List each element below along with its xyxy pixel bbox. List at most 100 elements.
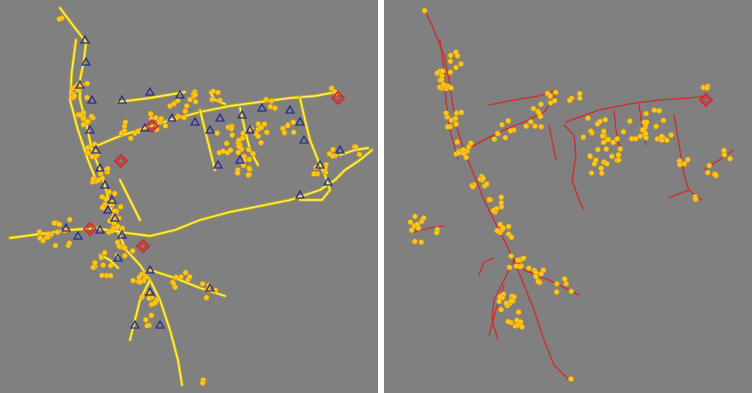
consumer-node (210, 88, 216, 95)
triangle-marker (102, 204, 114, 214)
pipe-line-red (423, 7, 570, 381)
consumer-node (122, 119, 129, 126)
consumer-node (182, 269, 189, 276)
pipe-line-red (613, 109, 621, 151)
consumer-node (452, 115, 459, 122)
triangle-marker (84, 124, 96, 134)
diamond-marker (698, 92, 714, 108)
consumer-node (587, 128, 594, 134)
consumer-node (533, 273, 539, 280)
consumer-node (513, 263, 520, 269)
map-background (384, 0, 752, 393)
consumer-node (587, 153, 593, 159)
consumer-node (433, 229, 440, 236)
diamond-marker-inner (148, 122, 156, 130)
consumer-node (192, 91, 199, 98)
consumer-node (632, 135, 639, 142)
consumer-node (84, 144, 91, 151)
triangle-marker (284, 104, 296, 114)
consumer-node (440, 81, 447, 88)
pipe-line-inner (199, 109, 216, 171)
consumer-node (643, 134, 649, 141)
consumer-node (84, 94, 90, 101)
triangle-marker (80, 56, 92, 66)
consumer-node (118, 130, 125, 137)
consumer-node (223, 140, 230, 147)
triangle-marker (129, 319, 141, 329)
pipe-line-red (491, 259, 515, 341)
consumer-node (508, 297, 514, 304)
consumer-node (525, 265, 532, 271)
consumer-node (561, 276, 568, 282)
diamond-marker-inner (702, 96, 710, 104)
consumer-node (454, 53, 461, 59)
consumer-node (517, 319, 524, 325)
network-panel-right (384, 0, 752, 393)
triangle-marker (234, 154, 246, 164)
consumer-node (121, 245, 128, 251)
network-panel-left (0, 0, 378, 393)
consumer-node (144, 322, 151, 329)
consumer-node (148, 312, 155, 319)
consumer-node (420, 215, 427, 221)
consumer-node (414, 221, 421, 228)
consumer-node (580, 134, 587, 140)
consumer-node (255, 133, 262, 140)
consumer-node (104, 165, 111, 172)
consumer-node (538, 123, 545, 130)
consumer-node (56, 16, 63, 22)
pipe-line-red (673, 114, 703, 201)
consumer-node (246, 166, 253, 172)
consumer-node (551, 97, 558, 104)
triangle-marker (79, 34, 91, 44)
consumer-node (520, 255, 527, 262)
consumer-node (660, 117, 667, 124)
consumer-node (658, 133, 665, 140)
consumer-node (258, 139, 264, 146)
triangle-marker (94, 162, 106, 172)
pipe-line-red (565, 95, 707, 123)
consumer-node (66, 240, 73, 246)
consumer-node (483, 181, 490, 187)
consumer-node (505, 118, 512, 124)
consumer-node (439, 76, 445, 83)
consumer-node (199, 380, 206, 386)
consumer-node (167, 103, 173, 109)
consumer-node (245, 172, 252, 178)
consumer-node (505, 223, 512, 230)
triangle-marker (72, 230, 84, 240)
consumer-node (421, 7, 428, 14)
triangle-marker (294, 116, 306, 126)
triangle-marker (214, 112, 226, 122)
consumer-node (95, 177, 102, 184)
consumer-node (209, 96, 215, 103)
consumer-node (656, 107, 663, 114)
consumer-node (654, 136, 661, 142)
consumer-node (263, 96, 269, 103)
consumer-node (643, 110, 649, 117)
consumer-node (610, 139, 617, 146)
consumer-node (178, 274, 184, 280)
consumer-node (454, 139, 461, 145)
pipe-line-red (668, 189, 690, 199)
consumer-node (595, 146, 601, 153)
consumer-node (246, 156, 253, 163)
consumer-node (284, 122, 291, 129)
consumer-node (187, 96, 193, 103)
consumer-node (523, 123, 530, 130)
consumer-node (147, 110, 154, 117)
consumer-node (272, 105, 278, 111)
consumer-node (258, 124, 265, 131)
consumer-node (37, 235, 43, 241)
consumer-node (505, 318, 512, 325)
consumer-node (692, 196, 699, 202)
triangle-marker (116, 229, 128, 239)
pipe-lines (413, 7, 735, 381)
consumer-node (506, 264, 513, 271)
triangle-marker (112, 252, 124, 262)
consumer-node (468, 140, 474, 146)
diamond-marker-inner (334, 94, 342, 102)
consumer-node (330, 146, 336, 153)
triangle-marker (99, 179, 111, 189)
consumer-node (727, 155, 733, 162)
